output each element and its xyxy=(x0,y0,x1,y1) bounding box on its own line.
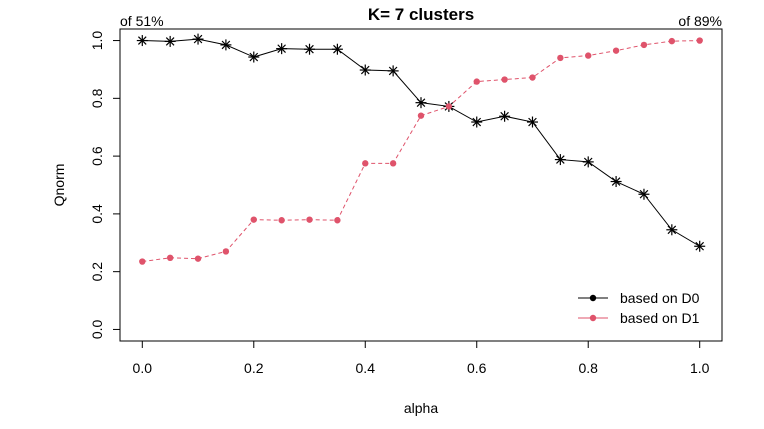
series-0-point xyxy=(582,156,594,168)
series-1-point xyxy=(696,37,703,44)
series-1-point xyxy=(529,74,536,81)
series-1-point xyxy=(585,52,592,59)
series-1-point xyxy=(640,41,648,49)
series-1-point xyxy=(222,248,230,255)
series-1-point xyxy=(362,160,369,167)
series-layer xyxy=(136,33,706,265)
series-0-point xyxy=(359,64,371,76)
y-tick-label: 1.0 xyxy=(89,31,105,51)
y-tick-label: 0.2 xyxy=(89,262,105,282)
series-0-point xyxy=(192,33,204,45)
series-1-point xyxy=(278,217,285,224)
y-axis: 0.0 0.2 0.4 0.6 0.8 1.0 xyxy=(89,31,121,340)
annotation-right: of 89% xyxy=(678,13,722,29)
series-0-point xyxy=(610,176,622,188)
legend: based on D0 based on D1 xyxy=(578,290,700,326)
series-0-point xyxy=(666,224,678,236)
x-tick-label: 0.8 xyxy=(578,360,598,376)
series-1-point xyxy=(557,54,564,62)
series-0-point xyxy=(694,240,706,252)
x-tick-label: 0.0 xyxy=(133,360,153,376)
series-0-point xyxy=(638,188,650,200)
legend-marker-0 xyxy=(589,294,597,302)
y-tick-label: 0.4 xyxy=(89,204,105,224)
legend-marker-1 xyxy=(589,314,597,322)
series-1-point xyxy=(668,37,676,45)
x-tick-label: 0.4 xyxy=(356,360,376,376)
series-1-point xyxy=(501,76,508,83)
annotation-left: of 51% xyxy=(120,13,164,29)
y-tick-label: 0.8 xyxy=(89,88,105,108)
y-tick-label: 0.0 xyxy=(89,320,105,340)
x-axis-label: alpha xyxy=(404,400,438,416)
series-0-point xyxy=(136,35,148,47)
x-axis: 0.0 0.2 0.4 0.6 0.8 1.0 xyxy=(133,340,710,376)
series-1-point xyxy=(389,160,397,167)
series-0-point xyxy=(220,39,232,51)
series-0-point xyxy=(276,43,288,55)
series-1-point xyxy=(417,112,425,119)
series-1-point xyxy=(139,258,146,265)
series-0-point xyxy=(331,43,343,55)
series-1-point xyxy=(194,255,202,262)
series-1-point xyxy=(250,216,257,223)
series-1-point xyxy=(445,103,453,110)
series-1-point xyxy=(166,254,174,261)
series-0-point xyxy=(526,116,538,128)
series-1-point xyxy=(334,217,341,224)
legend-label-0: based on D0 xyxy=(620,290,700,306)
chart-title: K= 7 clusters xyxy=(368,5,474,24)
series-1-point xyxy=(612,47,620,54)
series-0-point xyxy=(387,65,399,77)
x-tick-label: 1.0 xyxy=(690,360,710,376)
series-0-point xyxy=(554,154,566,166)
series-0-point xyxy=(499,110,511,122)
x-tick-label: 0.2 xyxy=(244,360,264,376)
series-0-point xyxy=(415,97,427,109)
legend-label-1: based on D1 xyxy=(620,310,700,326)
series-1-point xyxy=(473,78,480,85)
y-axis-label: Qnorm xyxy=(51,164,67,207)
series-0-point xyxy=(248,51,260,63)
series-0-point xyxy=(164,35,176,47)
series-0-point xyxy=(304,43,316,55)
series-0-point xyxy=(471,116,483,128)
series-1-point xyxy=(306,216,313,223)
y-tick-label: 0.6 xyxy=(89,146,105,166)
x-tick-label: 0.6 xyxy=(467,360,487,376)
